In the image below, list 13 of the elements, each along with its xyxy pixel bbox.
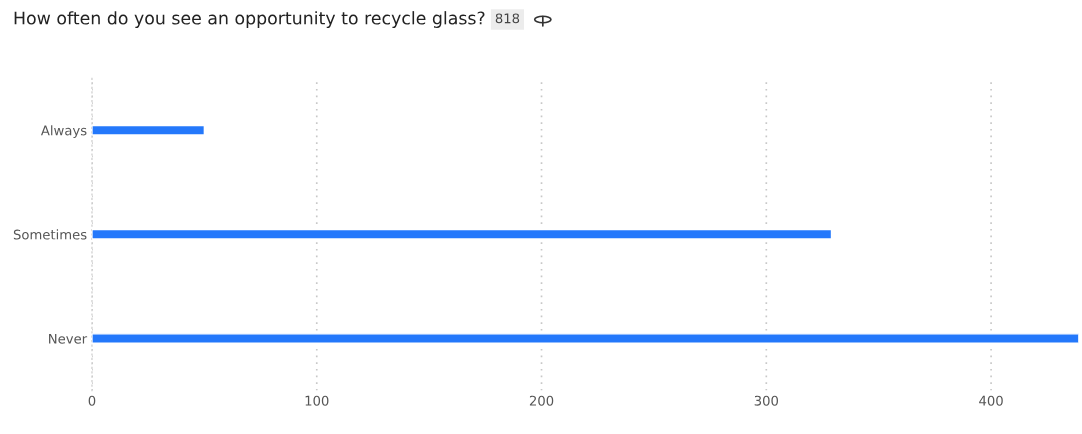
bar [91,333,1079,344]
y-tick-label: Sometimes [13,229,87,240]
x-tick-label: 100 [305,395,329,406]
bar [91,228,833,240]
chart-title: How often do you see an opportunity to recycle glass? [14,11,485,28]
x-tick-label: 300 [754,395,779,406]
y-tick-label: Always [40,125,87,138]
bar [91,124,206,136]
x-tick-label: 0 [88,395,96,406]
y-tick-label: Never [49,333,88,344]
x-tick-label: 400 [979,395,1003,406]
text: 818 [495,13,520,24]
x-tick-label: 200 [529,395,554,406]
